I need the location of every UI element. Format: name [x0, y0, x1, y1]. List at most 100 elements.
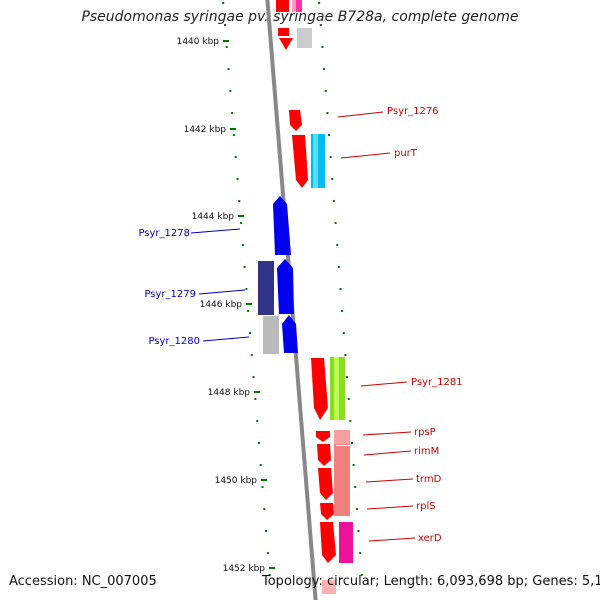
gene-arrow-psyr-1278[interactable]: [273, 196, 291, 255]
gene-label[interactable]: rimM: [414, 446, 439, 457]
gene-arrow-rimm[interactable]: [317, 444, 331, 466]
ring-dot: [326, 112, 329, 114]
ring-dot: [337, 266, 340, 268]
gene-leader-line: [368, 537, 416, 542]
ring-dot: [259, 464, 262, 466]
accession-text: Accession: NC_007005: [9, 574, 157, 589]
gene-arrow-psyr-1280[interactable]: [263, 315, 298, 354]
ring-dot: [341, 310, 344, 312]
ring-dot: [318, 2, 321, 4]
tick-mark: [223, 40, 229, 42]
tick-mark: [269, 567, 275, 569]
gene-label[interactable]: rplS: [416, 501, 436, 512]
gene-label[interactable]: rpsP: [414, 427, 436, 438]
ring-dot: [355, 508, 358, 510]
ring-dot: [265, 530, 268, 532]
gene-label[interactable]: Psyr_1278: [138, 228, 190, 239]
gene-arrow-trmd[interactable]: [318, 468, 333, 500]
ring-dot: [224, 24, 226, 26]
gene-leader-line: [340, 152, 391, 159]
ring-dot: [342, 332, 345, 334]
tick-label: 1440 kbp: [177, 37, 220, 47]
ring-dot: [227, 68, 230, 70]
gene-block-salmon[interactable]: [334, 430, 350, 516]
gene-label[interactable]: purT: [394, 148, 418, 159]
gene-label[interactable]: Psyr_1279: [144, 289, 196, 300]
ring-dot: [249, 332, 251, 334]
ring-dot: [231, 112, 234, 114]
ring-dot: [323, 68, 326, 70]
gene-arrow-top-partial[interactable]: [276, 0, 312, 50]
gene-arrow-rpsp[interactable]: [316, 431, 330, 442]
ring-dot: [339, 288, 342, 290]
gene-leader-line: [363, 450, 412, 456]
tick-label: 1452 kbp: [223, 564, 266, 574]
gene-leader-line: [366, 505, 414, 510]
ring-dot: [225, 46, 228, 48]
ring-dot: [236, 178, 239, 180]
gene-labels: Psyr_1276 purT Psyr_1278 Psyr_1279 Psyr_1280…: [138, 106, 462, 544]
gene-leader-line: [360, 381, 408, 387]
gene-leader-line: [365, 478, 414, 483]
gene-arrow-purt[interactable]: [292, 134, 325, 188]
ring-dot: [321, 46, 324, 48]
ring-dot: [232, 134, 235, 136]
ring-dot: [234, 156, 237, 158]
tick-mark: [261, 479, 267, 481]
ring-dot: [254, 398, 257, 400]
ring-dot: [344, 354, 347, 356]
tick-label: 1442 kbp: [184, 125, 227, 135]
gene-arrow-psyr-1281[interactable]: [311, 357, 345, 420]
ring-dot: [263, 508, 266, 510]
gene-leader-line: [362, 431, 412, 436]
ring-dot: [352, 464, 355, 466]
gene-label[interactable]: Psyr_1280: [148, 336, 200, 347]
ring-dot: [332, 200, 335, 202]
ring-dot: [261, 486, 264, 488]
gene-label[interactable]: xerD: [418, 533, 442, 544]
gene-label[interactable]: Psyr_1281: [411, 377, 463, 388]
tick-mark: [246, 303, 252, 305]
ring-dot: [336, 244, 339, 246]
ring-dot: [334, 222, 337, 224]
feature-ring: [318, 2, 363, 576]
ring-dot: [256, 420, 259, 422]
ring-dot: [360, 574, 363, 576]
gene-arrow-psyr-1279[interactable]: [258, 259, 294, 315]
gene-label[interactable]: Psyr_1276: [387, 106, 439, 117]
ring-dot: [252, 376, 255, 378]
ring-dot: [346, 376, 348, 378]
gene-label[interactable]: trmD: [416, 474, 442, 485]
ring-dot: [359, 552, 362, 554]
ring-dot: [241, 244, 244, 246]
ring-dot: [319, 24, 322, 26]
ring-dot: [243, 266, 246, 268]
tick-label: 1448 kbp: [208, 388, 251, 398]
ring-dot: [247, 310, 250, 312]
ring-dot: [349, 420, 352, 422]
tick-label: 1444 kbp: [192, 212, 235, 222]
gene-arrow-xerd[interactable]: [320, 522, 353, 563]
gene-arrow-bottom-partial[interactable]: [322, 580, 336, 594]
gene-leader-line: [202, 336, 250, 342]
ring-dot: [245, 288, 248, 290]
ring-dot: [331, 178, 334, 180]
ring-dot: [324, 90, 327, 92]
ring-dot: [238, 200, 241, 202]
ring-dot: [351, 442, 353, 444]
tick-label: 1450 kbp: [215, 476, 258, 486]
tick-mark: [254, 391, 260, 393]
ring-dot: [354, 486, 357, 488]
gene-arrow-psyr-1276[interactable]: [289, 110, 302, 131]
ring-dot: [240, 222, 243, 224]
tick-ring: [222, 2, 271, 576]
ring-dot: [250, 354, 253, 356]
gene-arrow-rpls[interactable]: [320, 503, 334, 520]
tick-mark: [230, 128, 236, 130]
tick-labels: 1440 kbp 1442 kbp 1444 kbp 1446 kbp 1448 kbp…: [177, 37, 275, 574]
ring-dot: [357, 530, 360, 532]
ring-dot: [258, 442, 260, 444]
ring-dot: [329, 156, 332, 158]
